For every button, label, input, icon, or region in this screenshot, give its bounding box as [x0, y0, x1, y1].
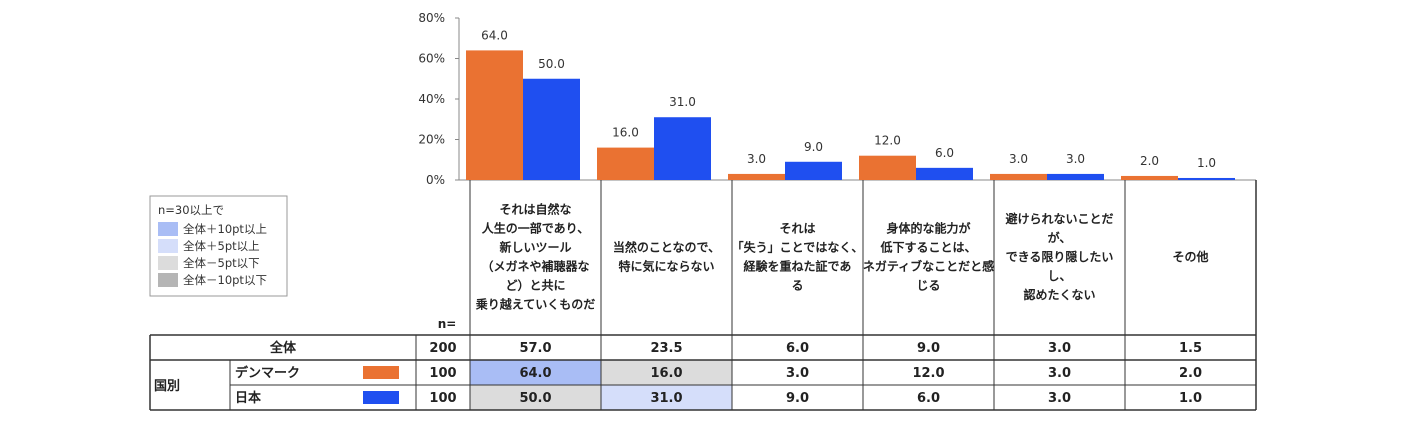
highlight-cell: [470, 360, 601, 385]
category-label: 身体的な能力が: [886, 221, 970, 236]
row-value: 64.0: [519, 366, 551, 381]
category-label: 人生の一部であり、: [482, 221, 589, 236]
category-label: それは: [779, 222, 815, 236]
bar-value-label: 50.0: [538, 57, 565, 71]
bar-value-label: 12.0: [874, 134, 901, 148]
bar-value-label: 1.0: [1197, 156, 1216, 170]
y-tick-label: 60%: [418, 52, 445, 66]
bar-value-label: 3.0: [1009, 152, 1028, 166]
row-value: 31.0: [650, 391, 682, 406]
legend-item-label: 全体＋5pt以上: [183, 239, 260, 253]
row-value: 6.0: [917, 391, 940, 406]
legend-box: n=30以上で全体＋10pt以上全体＋5pt以上全体－5pt以下全体－10pt以…: [149, 195, 288, 297]
total-value: 1.5: [1179, 341, 1202, 356]
highlight-cell: [601, 360, 732, 385]
group-label: 国別: [154, 379, 180, 394]
category-label: 特に気にならない: [618, 259, 714, 274]
category-label: 認めたくない: [1023, 287, 1095, 302]
category-label: その他: [1172, 249, 1208, 264]
highlight-cell: [601, 385, 732, 410]
bar-denmark: [990, 173, 1047, 180]
category-label: 低下することは、: [879, 240, 976, 255]
bar-japan: [785, 161, 842, 180]
bar-value-label: 3.0: [747, 152, 766, 166]
row-label: デンマーク: [235, 365, 300, 381]
bar-japan: [523, 78, 580, 180]
row-value: 3.0: [786, 366, 809, 381]
y-tick-label: 20%: [418, 133, 445, 147]
legend-swatch: [158, 222, 178, 236]
total-value: 57.0: [519, 341, 551, 356]
row-value: 3.0: [1048, 391, 1071, 406]
category-label: が、: [1048, 230, 1072, 245]
bar-value-label: 2.0: [1140, 154, 1159, 168]
bar-value-label: 6.0: [935, 146, 954, 160]
total-value: 6.0: [786, 341, 809, 356]
bar-denmark: [466, 50, 523, 181]
row-value: 12.0: [912, 366, 944, 381]
row-value: 3.0: [1048, 366, 1071, 381]
legend-swatch: [158, 273, 178, 287]
category-label: じる: [916, 279, 940, 293]
category-label: し、: [1047, 269, 1071, 283]
y-tick-label: 80%: [418, 11, 445, 25]
legend-swatch: [158, 239, 178, 253]
total-label: 全体: [269, 340, 297, 356]
bar-japan: [1178, 177, 1235, 180]
category-label: ネガティブなことだと感: [863, 259, 994, 274]
category-label: 新しいツール: [499, 240, 571, 255]
bar-denmark: [597, 147, 654, 180]
total-value: 3.0: [1048, 341, 1071, 356]
category-label: 避けられないことだ: [1005, 211, 1113, 226]
bar-japan: [916, 167, 973, 180]
row-swatch: [363, 366, 399, 379]
row-value: 50.0: [519, 391, 551, 406]
row-n: 100: [429, 366, 456, 381]
bar-value-label: 3.0: [1066, 152, 1085, 166]
y-tick-label: 40%: [418, 92, 445, 106]
legend-item-label: 全体－10pt以下: [183, 273, 267, 287]
bar-value-label: 16.0: [612, 126, 639, 140]
total-value: 23.5: [650, 341, 682, 356]
bar-value-label: 31.0: [669, 95, 696, 109]
highlight-cell: [470, 385, 601, 410]
row-label: 日本: [235, 390, 261, 406]
bar-denmark: [728, 173, 785, 180]
row-value: 9.0: [786, 391, 809, 406]
category-label: 「失う」ことではなく、: [732, 240, 864, 255]
row-n: 100: [429, 391, 456, 406]
y-tick-label: 0%: [426, 173, 445, 187]
bar-series: 64.0 50.0 16.0 31.0 3.0 9.0 12.0 6.0 3.0 3.0 2.0 1.…: [466, 28, 1235, 181]
category-label: ど）と共に: [505, 278, 565, 293]
category-label: それは自然な: [499, 202, 571, 217]
category-label: 当然のことなので、: [613, 240, 720, 255]
bar-denmark: [859, 155, 916, 180]
category-label: 経験を重ねた証であ: [744, 259, 852, 274]
category-label: できる限り隠したい: [1006, 249, 1114, 264]
legend-item-label: 全体＋10pt以上: [183, 222, 267, 236]
bar-japan: [1047, 173, 1104, 180]
legend-title: n=30以上で: [158, 203, 224, 217]
n-header: n=: [438, 317, 457, 331]
row-value: 1.0: [1179, 391, 1202, 406]
bar-denmark: [1121, 175, 1178, 180]
row-value: 2.0: [1179, 366, 1202, 381]
legend-item-label: 全体－5pt以下: [183, 256, 260, 270]
row-swatch: [363, 391, 399, 404]
bar-value-label: 9.0: [804, 140, 823, 154]
bar-value-label: 64.0: [481, 28, 508, 42]
total-value: 9.0: [917, 341, 940, 356]
category-label: 乗り越えていくものだ: [476, 297, 595, 312]
total-n: 200: [429, 341, 456, 356]
bar-japan: [654, 117, 711, 180]
legend-swatch: [158, 256, 178, 270]
y-axis: 0% 20% 40% 60% 80%: [418, 11, 1256, 187]
row-value: 16.0: [650, 366, 682, 381]
category-label: る: [791, 279, 803, 293]
category-label: （メガネや補聴器な: [481, 259, 589, 274]
